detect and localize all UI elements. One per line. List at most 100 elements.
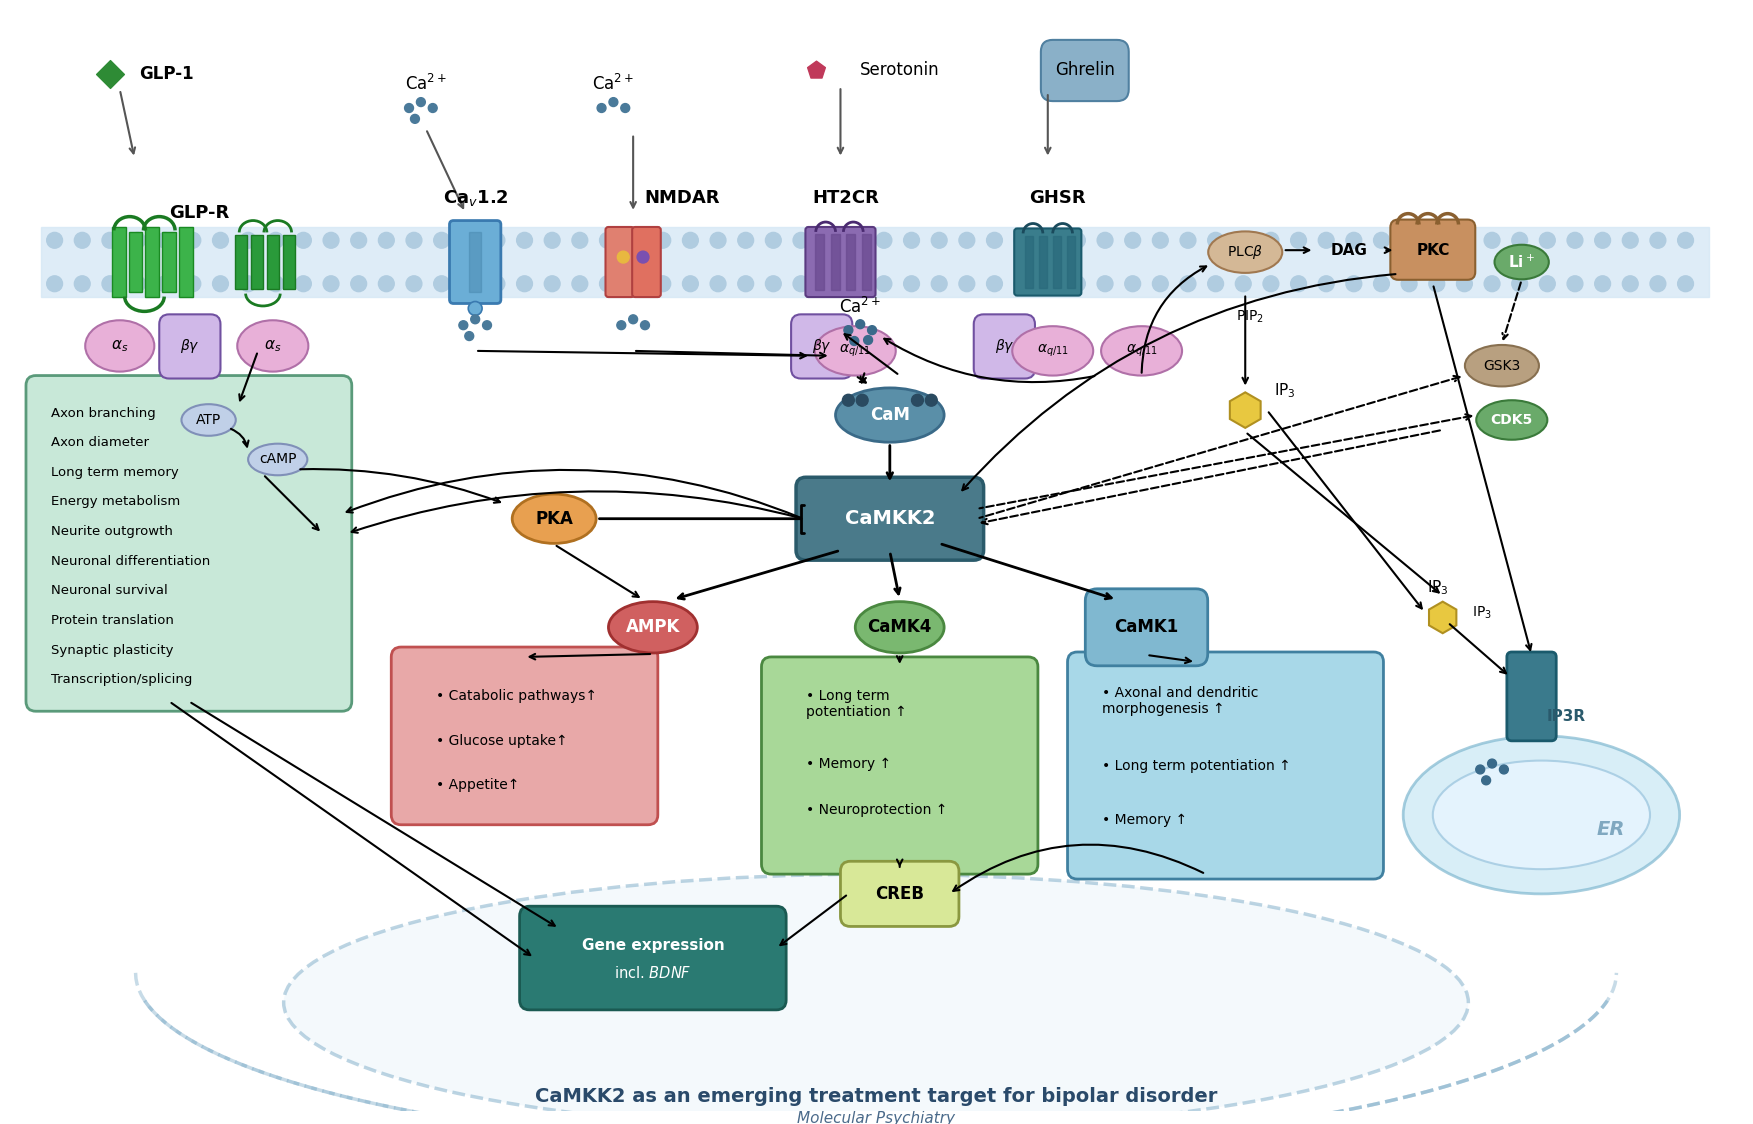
Text: IP$_3$: IP$_3$ [1427, 579, 1448, 597]
Circle shape [212, 275, 228, 291]
Circle shape [987, 275, 1003, 291]
Bar [40, 227, 1709, 297]
Text: DAG: DAG [1331, 243, 1367, 257]
Circle shape [628, 275, 643, 291]
Bar [266, 235, 279, 289]
Circle shape [571, 233, 587, 248]
Bar [128, 233, 142, 291]
Circle shape [433, 233, 449, 248]
Bar [847, 234, 855, 290]
Circle shape [1401, 275, 1416, 291]
Circle shape [903, 233, 919, 248]
Ellipse shape [836, 388, 945, 442]
Circle shape [407, 233, 422, 248]
Bar [163, 233, 175, 291]
Text: $\alpha_s$: $\alpha_s$ [110, 338, 128, 354]
Circle shape [461, 275, 477, 291]
Text: IP3R: IP3R [1546, 708, 1586, 724]
Circle shape [855, 319, 864, 328]
Circle shape [987, 233, 1003, 248]
Circle shape [931, 233, 947, 248]
Text: CaMK1: CaMK1 [1115, 618, 1178, 636]
Circle shape [489, 233, 505, 248]
Text: Ca$^{2+}$: Ca$^{2+}$ [840, 297, 882, 317]
Circle shape [1457, 275, 1473, 291]
Ellipse shape [1432, 761, 1650, 869]
Ellipse shape [512, 495, 596, 543]
Polygon shape [1231, 392, 1260, 428]
Circle shape [617, 320, 626, 329]
Text: Li$^+$: Li$^+$ [1508, 253, 1536, 271]
FancyBboxPatch shape [1390, 219, 1476, 280]
Circle shape [1374, 233, 1390, 248]
Circle shape [1015, 275, 1031, 291]
Text: Gene expression: Gene expression [582, 937, 724, 953]
Circle shape [417, 98, 426, 107]
Text: IP$_3$: IP$_3$ [1274, 381, 1295, 400]
Circle shape [351, 275, 366, 291]
Text: • Neuroprotection ↑: • Neuroprotection ↑ [806, 803, 947, 817]
Circle shape [1262, 233, 1278, 248]
Circle shape [184, 233, 202, 248]
Circle shape [1015, 233, 1031, 248]
FancyBboxPatch shape [796, 478, 983, 560]
Circle shape [868, 326, 876, 335]
Text: Neurite outgrowth: Neurite outgrowth [51, 525, 172, 538]
Circle shape [268, 233, 284, 248]
Text: $\beta\gamma$: $\beta\gamma$ [181, 337, 200, 355]
Circle shape [1180, 233, 1196, 248]
Text: Serotonin: Serotonin [861, 61, 940, 79]
Circle shape [379, 233, 394, 248]
Text: • Memory ↑: • Memory ↑ [806, 756, 891, 771]
Circle shape [617, 251, 629, 263]
Circle shape [158, 233, 174, 248]
Circle shape [710, 275, 726, 291]
Ellipse shape [1011, 326, 1094, 375]
Text: cAMP: cAMP [259, 453, 296, 466]
Text: GLP-1: GLP-1 [140, 65, 195, 83]
Circle shape [47, 233, 63, 248]
FancyBboxPatch shape [840, 861, 959, 926]
Circle shape [130, 233, 145, 248]
Text: Transcription/splicing: Transcription/splicing [51, 673, 193, 686]
Text: PLC$\beta$: PLC$\beta$ [1227, 243, 1264, 261]
Bar [1026, 236, 1033, 288]
FancyBboxPatch shape [1085, 589, 1208, 665]
Circle shape [1499, 765, 1508, 774]
Ellipse shape [855, 601, 945, 653]
Circle shape [792, 275, 808, 291]
Text: Ca$^{2+}$: Ca$^{2+}$ [405, 74, 447, 94]
Circle shape [351, 233, 366, 248]
FancyBboxPatch shape [1041, 39, 1129, 101]
Circle shape [517, 233, 533, 248]
Text: $\beta\gamma$: $\beta\gamma$ [994, 337, 1015, 355]
Circle shape [1511, 275, 1527, 291]
Circle shape [240, 233, 256, 248]
FancyBboxPatch shape [1015, 228, 1082, 296]
Bar [235, 235, 247, 289]
Circle shape [472, 315, 480, 324]
Circle shape [1650, 275, 1665, 291]
Circle shape [1152, 233, 1167, 248]
Circle shape [598, 103, 607, 112]
Circle shape [1069, 275, 1085, 291]
Circle shape [766, 275, 782, 291]
Ellipse shape [1495, 245, 1550, 279]
Circle shape [1152, 275, 1167, 291]
Circle shape [682, 275, 698, 291]
Ellipse shape [815, 326, 896, 375]
Text: • Catabolic pathways↑: • Catabolic pathways↑ [436, 689, 596, 704]
Circle shape [1481, 776, 1490, 785]
Ellipse shape [608, 601, 698, 653]
Circle shape [405, 103, 414, 112]
Circle shape [1622, 275, 1637, 291]
Circle shape [1485, 233, 1501, 248]
Circle shape [912, 395, 924, 406]
Circle shape [1208, 233, 1224, 248]
Ellipse shape [1402, 736, 1679, 894]
Circle shape [296, 275, 312, 291]
Circle shape [959, 275, 975, 291]
Text: Neuronal survival: Neuronal survival [51, 584, 168, 597]
Text: GSK3: GSK3 [1483, 359, 1520, 373]
Text: Molecular Psychiatry: Molecular Psychiatry [798, 1111, 955, 1124]
